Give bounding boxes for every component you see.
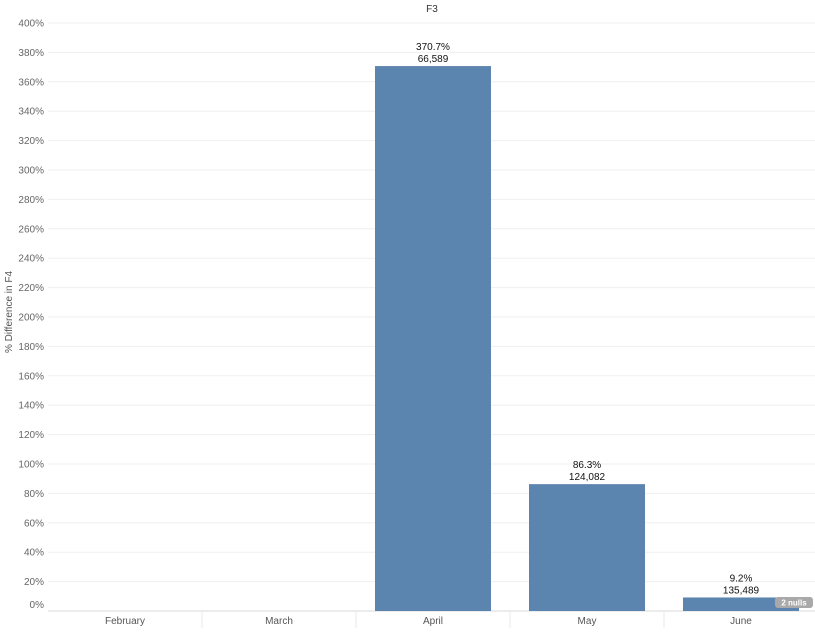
y-tick-label: 0% [30,600,45,611]
y-tick-label: 160% [18,371,44,382]
y-axis-ticks: 0% 20% 40% 60% 80% 100% 120% 140% 160% 180% 200% 22… [18,19,44,612]
x-axis-categories: February March April May June [105,616,752,627]
nulls-label: 2 nulls [781,599,807,608]
y-tick-label: 260% [18,224,44,235]
bar-label-percent: 370.7% [416,42,450,53]
bars [375,66,799,612]
y-tick-label: 60% [24,518,44,529]
y-tick-label: 220% [18,283,44,294]
y-tick-label: 360% [18,77,44,88]
y-tick-label: 120% [18,430,44,441]
y-tick-label: 400% [18,19,44,30]
bar-labels: 370.7%66,589 86.3%124,082 9.2%135,489 [416,42,759,596]
bar[interactable] [375,66,491,612]
x-category-label: April [423,616,443,627]
y-tick-label: 300% [18,166,44,177]
x-category-label: June [730,616,752,627]
y-tick-label: 280% [18,195,44,206]
bar[interactable] [683,597,799,611]
bar[interactable] [529,484,645,611]
y-tick-label: 40% [24,548,44,559]
y-tick-label: 180% [18,342,44,353]
y-axis-label: % Difference in F4 [4,271,15,354]
y-tick-label: 240% [18,254,44,265]
y-tick-label: 320% [18,136,44,147]
chart-title: F3 [426,4,438,15]
y-tick-label: 200% [18,313,44,324]
y-tick-label: 20% [24,577,44,588]
y-tick-label: 380% [18,48,44,59]
bar-label-value: 66,589 [418,54,449,65]
x-category-label: May [578,616,597,627]
y-tick-label: 80% [24,489,44,500]
y-tick-label: 100% [18,460,44,471]
y-tick-label: 340% [18,107,44,118]
bar-label-value: 135,489 [723,585,760,596]
x-category-label: March [265,616,293,627]
y-tick-label: 140% [18,401,44,412]
nulls-badge[interactable] [775,597,813,608]
bar-label-value: 124,082 [569,472,606,483]
x-category-label: February [105,616,145,627]
bar-label-percent: 86.3% [573,460,601,471]
nulls-indicator[interactable]: 2 nulls [775,597,813,608]
bar-label-percent: 9.2% [730,573,753,584]
